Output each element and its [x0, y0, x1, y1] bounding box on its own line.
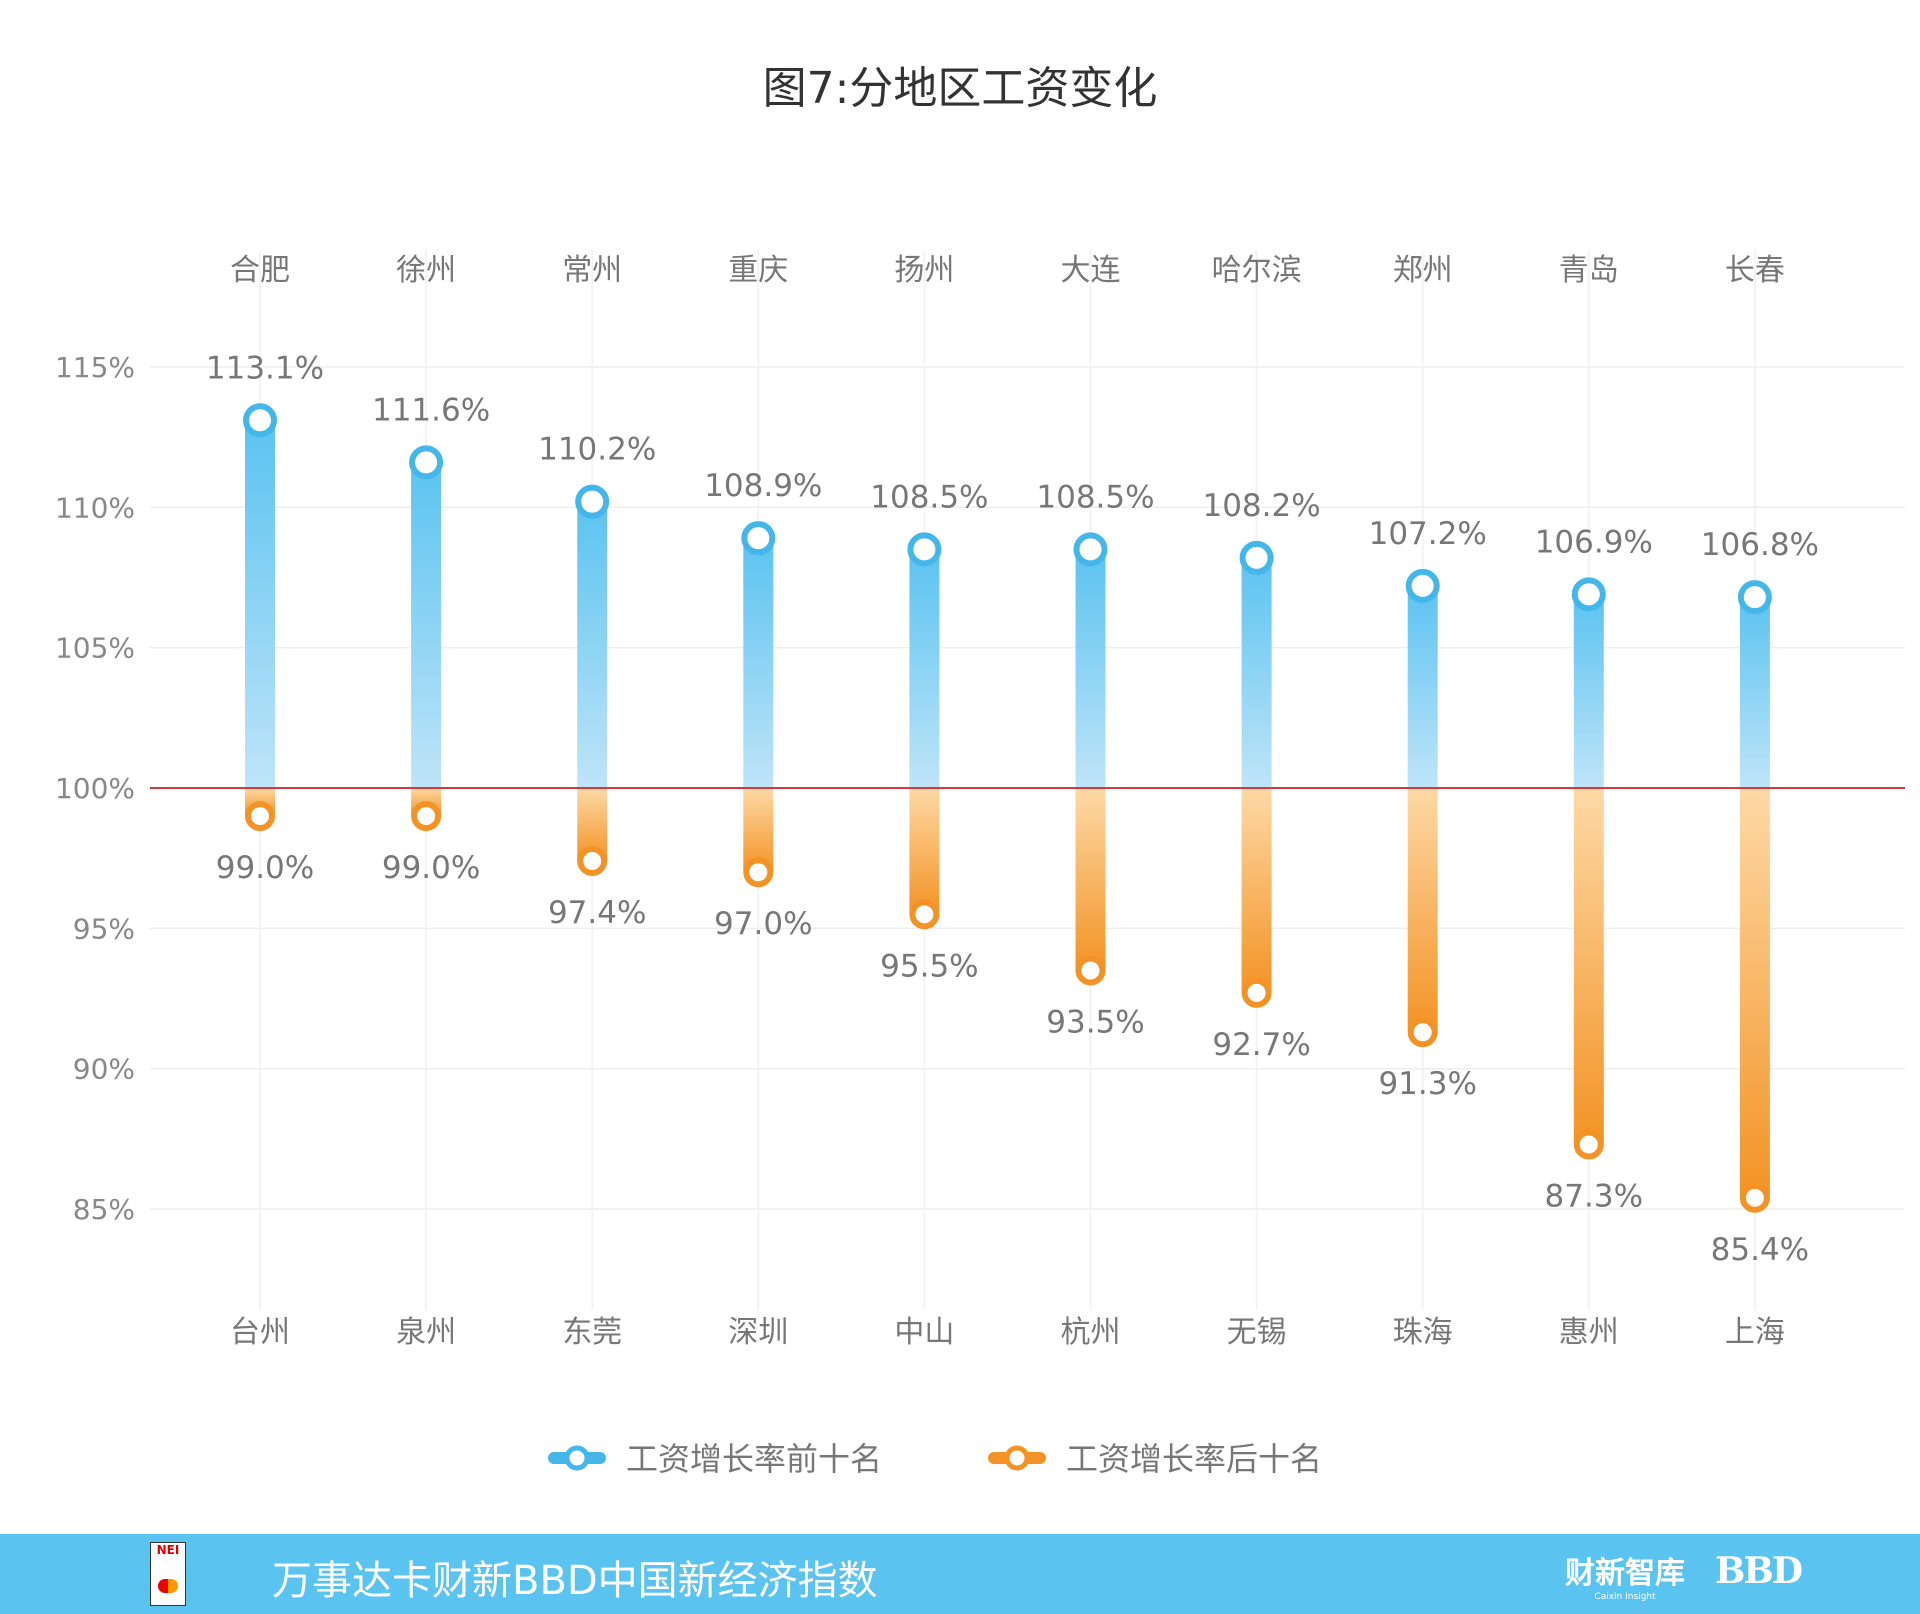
bottom-value-label: 97.0% — [714, 906, 812, 942]
bottom-category-label: 珠海 — [1393, 1315, 1453, 1350]
bottom-category-label: 深圳 — [728, 1315, 788, 1350]
bottom-category-label: 惠州 — [1559, 1315, 1619, 1350]
bottom-marker — [1573, 1129, 1604, 1160]
top-bar — [743, 538, 774, 788]
bottom-category-label: 泉州 — [396, 1315, 456, 1350]
y-tick-label: 85% — [73, 1193, 135, 1226]
bottom-bar — [1075, 788, 1106, 971]
bottom-category-label: 台州 — [230, 1315, 290, 1350]
top-category-label: 哈尔滨 — [1212, 253, 1302, 288]
bottom-category-label: 无锡 — [1227, 1315, 1287, 1350]
top-bar — [1407, 585, 1438, 788]
bottom-value-label: 93.5% — [1046, 1004, 1144, 1040]
top-marker — [1405, 568, 1440, 603]
top-bar — [245, 420, 275, 788]
bottom-bar — [1407, 788, 1438, 1033]
top-marker — [409, 445, 444, 480]
top-value-label: 110.2% — [538, 432, 656, 468]
top-category-label: 重庆 — [728, 253, 788, 288]
y-tick-label: 115% — [55, 351, 135, 384]
bottom-marker — [1739, 1182, 1770, 1213]
top-value-label: 106.8% — [1701, 527, 1819, 563]
top-category-label: 大连 — [1061, 253, 1121, 288]
bottom-category-label: 杭州 — [1061, 1315, 1121, 1350]
y-tick-label: 110% — [55, 491, 135, 524]
top-category-label: 青岛 — [1559, 253, 1619, 288]
bottom-marker — [1407, 1017, 1438, 1048]
top-bar — [411, 462, 442, 788]
bottom-category-label: 上海 — [1725, 1315, 1785, 1350]
legend-marker — [1004, 1445, 1030, 1471]
bottom-value-label: 99.0% — [216, 850, 314, 886]
chart: 85% 90% 95% 100% 105% 110% 115% 合肥 113.1% 徐州 111.6… — [55, 250, 1905, 1478]
top-category-label: 徐州 — [396, 253, 456, 288]
top-bar — [577, 501, 608, 788]
top-category-label: 扬州 — [894, 253, 954, 288]
top-category-label: 长春 — [1725, 253, 1785, 288]
footer-banner: NEI 万事达卡财新BBD中国新经济指数 财新智库 Caixin Insight … — [0, 1534, 1920, 1614]
footer-title: 万事达卡财新BBD中国新经济指数 — [272, 1558, 878, 1604]
top-bar — [909, 549, 940, 788]
bottom-bar — [1241, 788, 1272, 993]
top-marker — [1239, 540, 1274, 575]
top-marker — [243, 403, 277, 438]
top-value-label: 113.1% — [206, 350, 324, 386]
bottom-bar — [1573, 788, 1604, 1145]
legend-marker — [564, 1445, 590, 1471]
bbd-logo: BBD — [1715, 1550, 1803, 1592]
top-category-label: 郑州 — [1393, 253, 1453, 288]
bottom-category-label: 中山 — [894, 1315, 954, 1350]
legend-label: 工资增长率前十名 — [626, 1440, 882, 1478]
bottom-value-label: 95.5% — [880, 948, 978, 984]
top-marker — [1571, 577, 1606, 612]
top-category-label: 常州 — [562, 253, 622, 288]
top-marker — [741, 521, 776, 556]
top-marker — [1737, 580, 1772, 615]
top-bar — [1573, 594, 1604, 788]
top-bar — [1739, 597, 1770, 788]
top-value-label: 108.5% — [1036, 479, 1154, 515]
nei-logo: NEI — [150, 1542, 186, 1606]
bottom-category-label: 东莞 — [562, 1315, 622, 1350]
top-bar — [1075, 549, 1106, 788]
bottom-value-label: 92.7% — [1212, 1027, 1310, 1063]
y-tick-label: 95% — [73, 912, 135, 945]
y-tick-label: 100% — [55, 772, 135, 805]
chart-title: 图7:分地区工资变化 — [762, 63, 1158, 114]
y-tick-label: 90% — [73, 1053, 135, 1086]
caixin-logo: 财新智库 Caixin Insight — [1565, 1556, 1685, 1602]
top-marker — [907, 532, 942, 567]
bottom-marker — [1241, 977, 1272, 1008]
top-marker — [575, 484, 610, 519]
y-tick-label: 105% — [55, 632, 135, 665]
top-marker — [1073, 532, 1108, 567]
bottom-value-label: 99.0% — [382, 850, 480, 886]
top-value-label: 106.9% — [1535, 524, 1653, 560]
bottom-marker — [743, 857, 774, 888]
bottom-value-label: 97.4% — [548, 895, 646, 931]
bottom-value-label: 87.3% — [1545, 1178, 1643, 1214]
bottom-marker — [411, 801, 442, 832]
bottom-marker — [245, 801, 275, 832]
top-bar — [1241, 557, 1272, 788]
top-category-label: 合肥 — [230, 253, 290, 288]
bottom-bar — [909, 788, 940, 915]
top-value-label: 107.2% — [1369, 516, 1487, 552]
top-value-label: 111.6% — [372, 392, 490, 428]
bottom-marker — [577, 845, 608, 876]
bottom-marker — [1075, 955, 1106, 986]
bottom-value-label: 85.4% — [1711, 1232, 1809, 1268]
bottom-marker — [909, 899, 940, 930]
bottom-bar — [1739, 788, 1770, 1198]
top-value-label: 108.5% — [870, 479, 988, 515]
top-value-label: 108.9% — [704, 468, 822, 504]
bottom-value-label: 91.3% — [1378, 1066, 1476, 1102]
legend-label: 工资增长率后十名 — [1066, 1440, 1322, 1478]
top-value-label: 108.2% — [1202, 488, 1320, 524]
